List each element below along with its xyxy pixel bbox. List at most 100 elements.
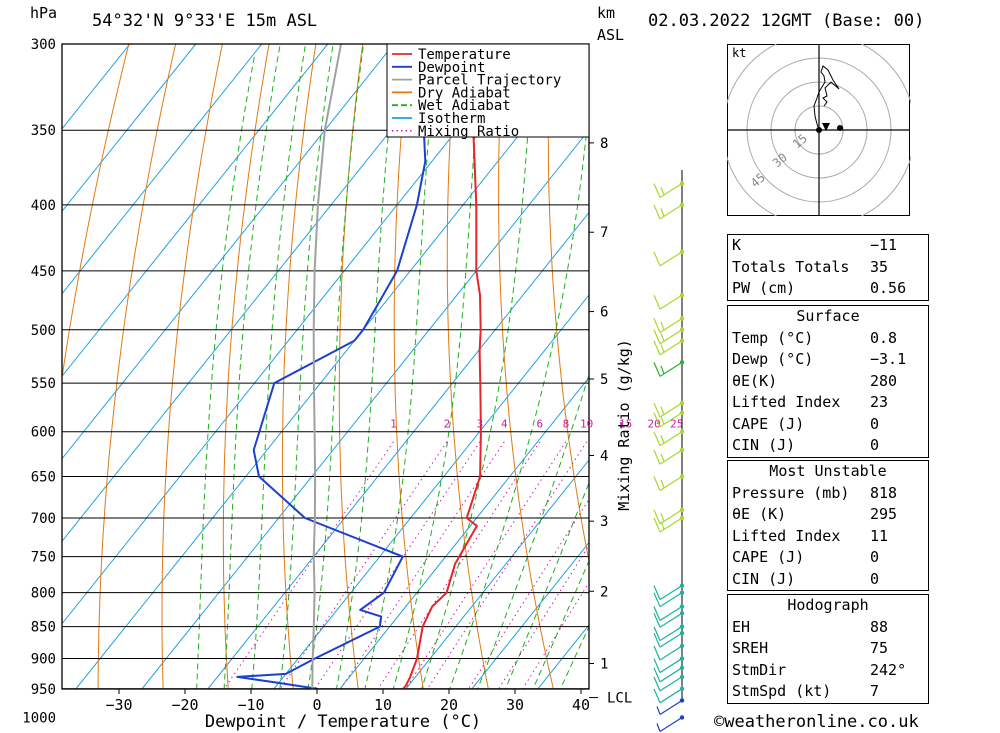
mixing-ratio-value: 1 (390, 418, 397, 431)
surface-label: Temp (°C) (732, 328, 814, 347)
mixing-ratio-value: 6 (536, 418, 543, 431)
surface-value: 0 (870, 414, 880, 433)
pressure-tick-label: 450 (31, 264, 56, 280)
hodograph-trace (813, 65, 840, 131)
mixing-ratio-value: 2 (444, 418, 451, 431)
legend-label: Mixing Ratio (418, 124, 519, 140)
surface-value: 0.8 (870, 328, 898, 347)
isotherm-line (62, 44, 263, 295)
hodograph-unit-label: kt (732, 46, 746, 60)
most-unstable-table: Most Unstable Pressure (mb) 818 θE (K) 295 L… (727, 460, 929, 591)
pressure-tick-label: 500 (31, 323, 56, 339)
wet-adiabat-line (307, 44, 365, 689)
dry-adiabat-line (222, 44, 270, 689)
hodograph-param-value: 7 (870, 682, 880, 700)
wind-barb (653, 327, 685, 345)
index-value: 35 (870, 257, 889, 276)
surface-value: 280 (870, 371, 898, 390)
mixing-ratio-value: 4 (501, 418, 508, 431)
x-tick-label: −30 (105, 696, 132, 714)
km-tick-label: 7 (600, 225, 608, 241)
dry-adiabat-line (97, 44, 177, 689)
dry-adiabat-line (923, 35, 1000, 733)
legend-label: Dry Adiabat (418, 85, 511, 101)
pressure-tick-label: 550 (31, 376, 56, 392)
surface-label: CIN (J) (732, 436, 796, 454)
most-unstable-row: Pressure (mb) 818 (728, 483, 928, 505)
x-tick-label: −20 (171, 696, 198, 714)
surface-label: θE(K) (732, 371, 778, 390)
most-unstable-label: Pressure (mb) (732, 483, 850, 502)
km-tick-label: 4 (600, 448, 608, 464)
index-row: Totals Totals 35 (728, 257, 928, 279)
isotherm-line (207, 211, 589, 689)
hodograph-param-label: StmDir (732, 660, 787, 679)
wet-adiabat-line (449, 101, 589, 689)
isotherm-line (75, 46, 589, 689)
wind-barb (653, 624, 685, 642)
isotherm-line (141, 129, 589, 689)
wet-adiabat-line (504, 481, 589, 689)
dry-adiabat-line (596, 35, 699, 733)
hodograph-param-label: StmSpd (kt) (732, 682, 832, 700)
surface-row: Temp (°C) 0.8 (728, 328, 928, 350)
surface-row: Dewp (°C) −3.1 (728, 349, 928, 371)
index-label: PW (cm) (732, 279, 796, 297)
most-unstable-value: 0 (870, 569, 880, 588)
x-tick-label: −10 (237, 696, 264, 714)
hodograph-param-row: EH 88 (728, 617, 928, 639)
location-label: 54°32'N 9°33'E 15m ASL (92, 11, 318, 31)
wet-adiabat-line (421, 44, 535, 689)
storm-motion-marker (822, 123, 830, 131)
hodograph-param-row: StmDir 242° (728, 660, 928, 682)
wet-adiabat-line (196, 53, 256, 689)
surface-label: CAPE (J) (732, 414, 805, 433)
most-unstable-row: Lifted Index 11 (728, 526, 928, 548)
wind-barb (653, 249, 685, 267)
most-unstable-label: Lifted Index (732, 526, 841, 545)
index-value: 0.56 (870, 279, 907, 297)
hodograph-param-row: SREH 75 (728, 638, 928, 660)
wind-barb (653, 400, 685, 418)
wind-barb (653, 630, 685, 648)
x-tick-label: 20 (440, 696, 458, 714)
index-row: K −11 (728, 235, 928, 257)
x-tick-label: 40 (572, 696, 590, 714)
wet-adiabat-line (223, 44, 281, 689)
isotherm-line (62, 44, 329, 378)
most-unstable-label: CAPE (J) (732, 548, 805, 566)
x-axis-title: Dewpoint / Temperature (°C) (205, 712, 481, 732)
dry-adiabat-line (281, 44, 317, 689)
wind-barb (653, 686, 685, 704)
isotherm-line (62, 44, 527, 625)
surface-label: Lifted Index (732, 393, 841, 411)
isotherm-line (339, 376, 589, 689)
pressure-tick-label: 800 (31, 586, 56, 602)
pressure-tick-label: 950 (31, 682, 56, 698)
legend-label: Dewpoint (418, 60, 485, 76)
pressure-tick-label: 1000 (22, 711, 56, 727)
km-tick-label: 3 (600, 514, 608, 530)
pressure-tick-label: 600 (31, 425, 56, 441)
pressure-tick-label: 700 (31, 511, 56, 527)
km-tick-label: 6 (600, 305, 608, 321)
wind-barb (656, 715, 685, 733)
hodograph-params-table: Hodograph EH 88 SREH 75 StmDir 242° StmSpd (kt… (727, 594, 929, 704)
isotherm-line (405, 459, 589, 689)
isotherm-line (62, 44, 461, 543)
dry-adiabat-line (498, 44, 554, 689)
isotherm-line (62, 44, 197, 213)
pressure-tick-label: 400 (31, 198, 56, 214)
dry-adiabat-line (338, 44, 364, 689)
wind-barb (653, 515, 685, 533)
wind-barb (653, 181, 685, 199)
pressure-tick-label: 750 (31, 550, 56, 566)
parcel-trajectory-line (311, 44, 342, 689)
copyright-label: ©weatheronline.co.uk (714, 712, 919, 732)
mixing-ratio-value: 10 (580, 418, 593, 431)
surface-label: Dewp (°C) (732, 350, 814, 368)
most-unstable-value: 11 (870, 526, 889, 545)
